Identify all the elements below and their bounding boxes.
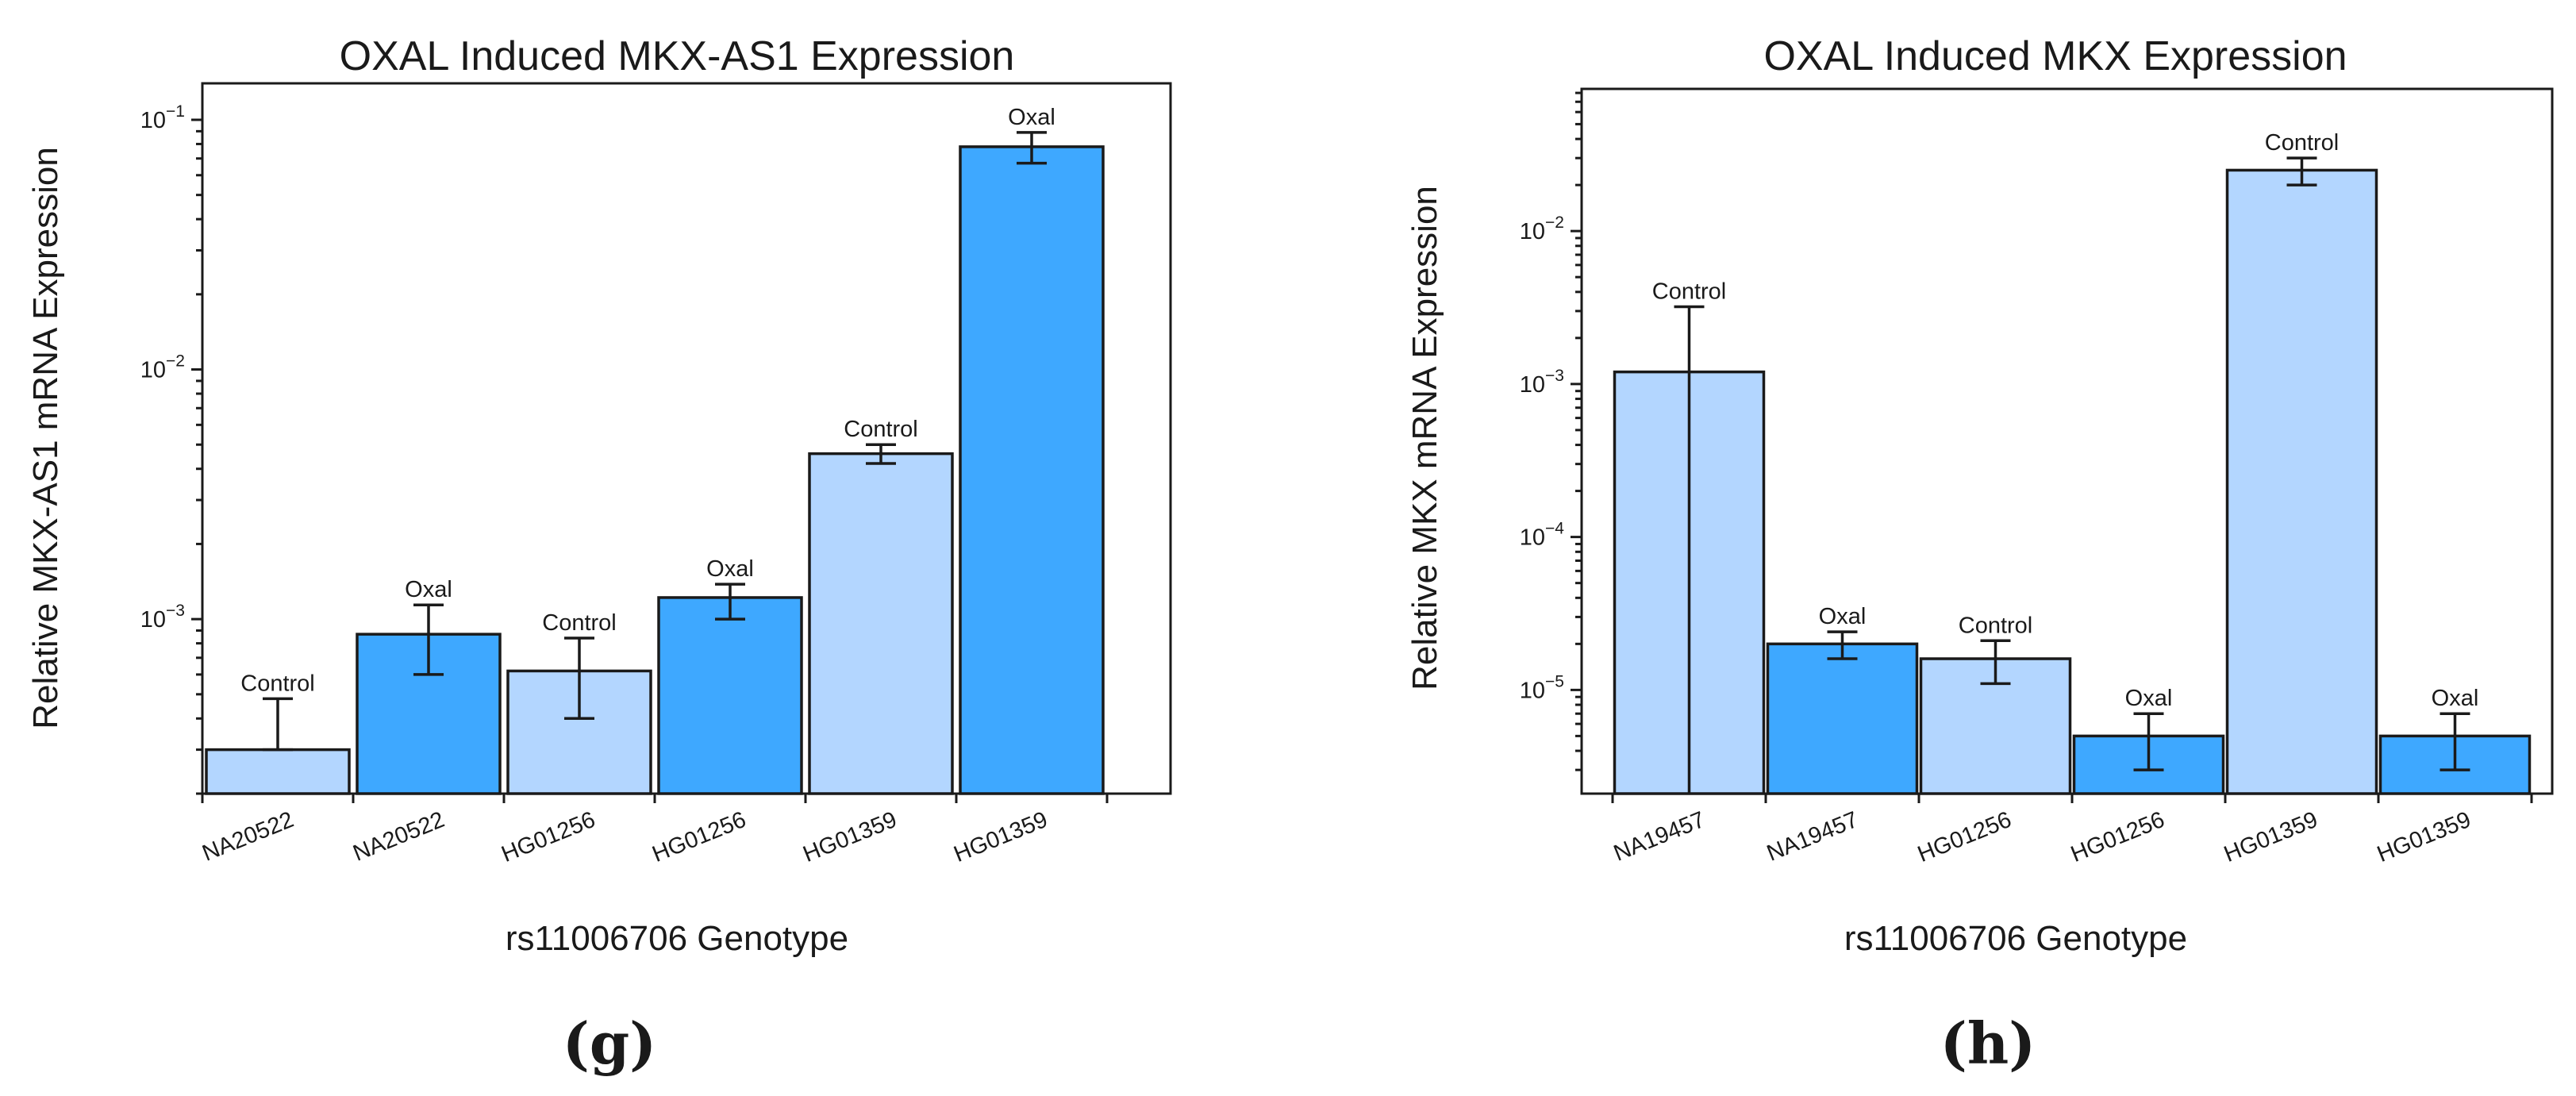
bar-data-label: Control: [1652, 279, 1727, 305]
y-tick-label: 10−2: [140, 352, 185, 383]
panel-label: (h): [1940, 1009, 2036, 1077]
chart-panel-h: OXAL Induced MKX Expression Relative MKX…: [1405, 33, 2554, 1077]
x-tick-label: HG01359: [2374, 807, 2474, 867]
y-tick-label: 10−3: [140, 602, 185, 633]
x-tick-label: HG01256: [1914, 807, 2015, 867]
y-tick-label: 10−1: [140, 102, 185, 133]
bar-data-label: Control: [542, 610, 617, 636]
chart-marks: 10−5 10−4 10−3 10−2 Control NA19457 Oxal NA1945…: [1520, 91, 2533, 867]
bar-data-label: Oxal: [2125, 686, 2173, 711]
x-tick-label: HG01256: [2067, 807, 2168, 867]
x-axis-label: rs11006706 Genotype: [1844, 919, 2187, 958]
x-tick-label: NA20522: [199, 807, 298, 867]
chart-marks: 10−3 10−2 10−1 Control NA20522 Oxal NA20522 Con…: [140, 102, 1109, 867]
y-axis-label: Relative MKX-AS1 mRNA Expression: [26, 147, 65, 729]
bar: [205, 748, 351, 795]
bar-data-label: Oxal: [1819, 604, 1867, 629]
bar-data-label: Oxal: [706, 556, 754, 582]
bar-data-label: Control: [240, 671, 315, 696]
bar-data-label: Control: [1959, 613, 2033, 638]
x-tick-label: NA20522: [350, 807, 448, 867]
x-tick-label: HG01359: [2220, 807, 2321, 867]
bar: [808, 452, 954, 795]
chart-panel-g: OXAL Induced MKX-AS1 Expression Relative…: [26, 33, 1172, 1077]
y-tick-label: 10−2: [1520, 213, 1564, 244]
bar-data-label: Oxal: [2432, 686, 2479, 711]
x-axis-label: rs11006706 Genotype: [506, 919, 848, 958]
bar: [1766, 642, 1919, 795]
x-tick-label: HG01359: [951, 807, 1052, 867]
x-tick-label: NA19457: [1610, 807, 1709, 867]
panel-label: (g): [563, 1009, 656, 1077]
bar: [657, 596, 803, 795]
bar-data-label: Control: [844, 417, 918, 442]
x-tick-label: HG01256: [649, 807, 750, 867]
y-tick-label: 10−4: [1520, 520, 1565, 551]
x-tick-label: NA19457: [1763, 807, 1862, 867]
bar-data-label: Oxal: [1008, 105, 1055, 130]
chart-title: OXAL Induced MKX-AS1 Expression: [340, 33, 1015, 79]
x-tick-label: HG01359: [800, 807, 901, 867]
bar: [2225, 168, 2378, 795]
chart-title: OXAL Induced MKX Expression: [1763, 33, 2347, 79]
bar-data-label: Oxal: [405, 577, 452, 602]
y-tick-label: 10−5: [1520, 672, 1564, 703]
bar-data-label: Control: [2265, 130, 2340, 156]
y-axis-label: Relative MKX mRNA Expression: [1405, 186, 1444, 690]
x-tick-label: HG01256: [498, 807, 599, 867]
y-tick-label: 10−3: [1520, 367, 1564, 398]
bar: [959, 145, 1105, 795]
